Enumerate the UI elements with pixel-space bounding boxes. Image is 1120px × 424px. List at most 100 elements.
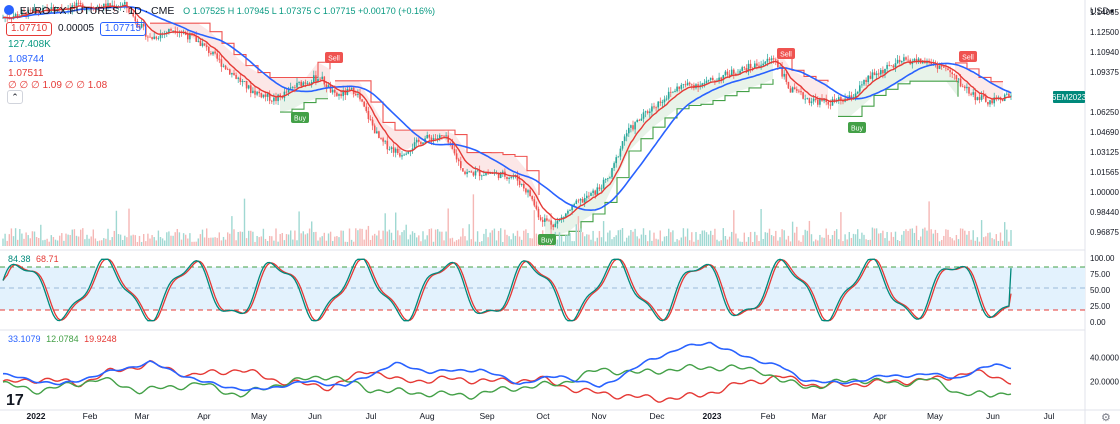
collapse-button[interactable]: ⌃ (7, 90, 23, 104)
candle-body (296, 82, 298, 88)
volume-bar (817, 240, 819, 246)
volume-bar (821, 237, 823, 246)
candle-body (787, 81, 790, 89)
volume-bar (869, 239, 871, 246)
volume-bar (8, 234, 10, 246)
candle-body (166, 32, 168, 34)
volume-bar (613, 236, 615, 246)
candle-body (733, 69, 735, 74)
candle-body (210, 53, 212, 55)
candle-body (443, 135, 445, 137)
volume-bar (493, 228, 496, 246)
candle-body (560, 217, 563, 219)
volume-bar (300, 233, 302, 246)
candle-body (957, 78, 960, 80)
candle-body (361, 99, 363, 102)
candle-body (621, 141, 624, 149)
volume-bar (518, 236, 521, 246)
volume-bar (65, 233, 67, 246)
candle-body (499, 172, 502, 179)
volume-bar (2, 238, 4, 246)
volume-bar (500, 228, 502, 246)
candle-body (754, 63, 756, 69)
candle-body (237, 77, 239, 79)
volume-bar (718, 241, 720, 246)
candle-body (149, 36, 151, 38)
candle-body (724, 71, 727, 76)
volume-bar (569, 233, 571, 246)
candle-body (348, 88, 351, 90)
candle-body (817, 99, 819, 105)
volume-bar (903, 231, 905, 246)
gear-icon[interactable]: ⚙ (1101, 412, 1111, 424)
candle-body (550, 220, 552, 225)
volume-bar (401, 232, 403, 246)
candle-body (793, 87, 796, 90)
candle-body (940, 65, 943, 67)
volume-bar (558, 232, 561, 246)
candle-body (336, 92, 338, 96)
candle-body (243, 81, 246, 82)
symbol-title[interactable]: EURO FX FUTURES · 1D · CME (19, 5, 175, 17)
volume-bar (909, 228, 911, 246)
candle-body (258, 91, 260, 94)
ask-box[interactable]: 1.07715 (99, 22, 147, 36)
symbol-icon (4, 5, 14, 15)
ema-line (2, 4, 1012, 221)
volume-bar (655, 238, 657, 246)
volume-bar (968, 231, 970, 246)
candle-body (678, 86, 680, 89)
signal-text: Buy (294, 116, 307, 123)
candle-body (705, 80, 708, 83)
candle-body (481, 175, 483, 177)
volume-bar (607, 232, 609, 246)
candle-body (241, 81, 244, 82)
candle-body (751, 68, 754, 69)
volume-bar (458, 239, 460, 246)
volume-bar (884, 238, 886, 246)
volume-bar (531, 238, 533, 246)
supertrend-down-line (150, 22, 331, 79)
volume-bar (38, 238, 40, 246)
volume-bar (577, 216, 580, 246)
supertrend-up-line (280, 98, 328, 113)
volume-bar (285, 234, 288, 246)
candle-body (439, 135, 441, 138)
volume-bar (189, 233, 191, 246)
volume-bar (164, 240, 166, 246)
candle-body (611, 168, 613, 178)
volume-bar (609, 230, 611, 246)
volume-bars (2, 194, 1012, 246)
candle-body (518, 180, 521, 185)
volume-bar (974, 240, 976, 246)
candle-body (896, 59, 899, 64)
candle-body (430, 137, 433, 142)
volume-bar (21, 233, 23, 246)
candle-body (772, 58, 775, 60)
candle-body (523, 183, 525, 189)
price-tick-label: 1.09375 (1090, 68, 1119, 77)
volume-bar (342, 230, 344, 246)
candle-body (762, 63, 764, 66)
candle-body (888, 64, 890, 66)
currency-selector[interactable]: USD▾ (1090, 5, 1114, 18)
candle-body (640, 118, 643, 121)
volume-bar (796, 226, 798, 246)
volume-bar (525, 229, 527, 246)
volume-bar (642, 228, 645, 246)
candle-body (159, 34, 162, 39)
volume-bar (846, 239, 848, 246)
ohlc-values: O 1.07525 H 1.07945 L 1.07375 C 1.07715 … (183, 6, 436, 16)
candle-body (413, 142, 416, 149)
candle-body (991, 100, 993, 104)
bid-box[interactable]: 1.07710 (6, 22, 53, 36)
volume-bar (644, 234, 647, 246)
volume-bar (336, 236, 338, 246)
stoch-tick-label: 100.00 (1090, 254, 1115, 263)
volume-bar (766, 232, 769, 246)
candle-body (300, 81, 302, 87)
candle-body (548, 220, 550, 222)
candle-body (682, 84, 685, 86)
candle-body (861, 84, 863, 86)
